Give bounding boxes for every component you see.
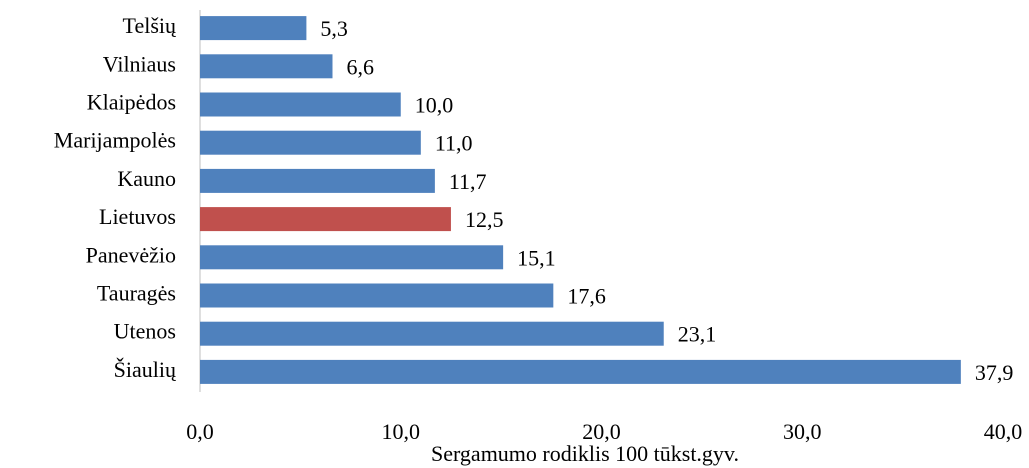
- y-tick-label: Šiaulių: [114, 357, 177, 382]
- value-label: 23,1: [678, 322, 717, 347]
- y-tick-label: Panevėžio: [86, 242, 176, 267]
- bar: [200, 283, 554, 308]
- bar: [200, 130, 421, 155]
- value-label: 10,0: [415, 93, 454, 118]
- bar: [200, 168, 435, 193]
- bar: [200, 207, 451, 232]
- x-axis-label: Sergamumo rodiklis 100 tūkst.gyv.: [431, 441, 739, 466]
- x-tick-label: 40,0: [984, 419, 1023, 444]
- x-tick-label: 30,0: [783, 419, 822, 444]
- value-label: 6,6: [346, 54, 374, 79]
- bar: [200, 92, 401, 117]
- value-label: 5,3: [320, 16, 348, 41]
- bar: [200, 359, 961, 384]
- x-tick-label: 10,0: [382, 419, 421, 444]
- y-tick-label: Klaipėdos: [87, 90, 176, 115]
- value-label: 37,9: [975, 360, 1014, 385]
- value-label: 11,7: [449, 169, 487, 194]
- bar: [200, 245, 504, 270]
- bar: [200, 54, 333, 79]
- value-label: 15,1: [517, 245, 556, 270]
- value-label: 11,0: [435, 131, 473, 156]
- bar: [200, 321, 664, 346]
- y-tick-label: Lietuvos: [99, 204, 176, 229]
- y-tick-label: Kauno: [117, 166, 176, 191]
- y-tick-label: Marijampolės: [54, 128, 176, 153]
- y-tick-label: Telšių: [123, 13, 177, 38]
- x-tick-label: 0,0: [186, 419, 214, 444]
- x-tick-label: 20,0: [582, 419, 621, 444]
- value-label: 17,6: [567, 284, 606, 309]
- y-tick-label: Utenos: [114, 319, 176, 344]
- y-tick-label: Tauragės: [97, 281, 176, 306]
- y-tick-label: Vilniaus: [103, 51, 176, 76]
- value-label: 12,5: [465, 207, 504, 232]
- bar: [200, 16, 307, 41]
